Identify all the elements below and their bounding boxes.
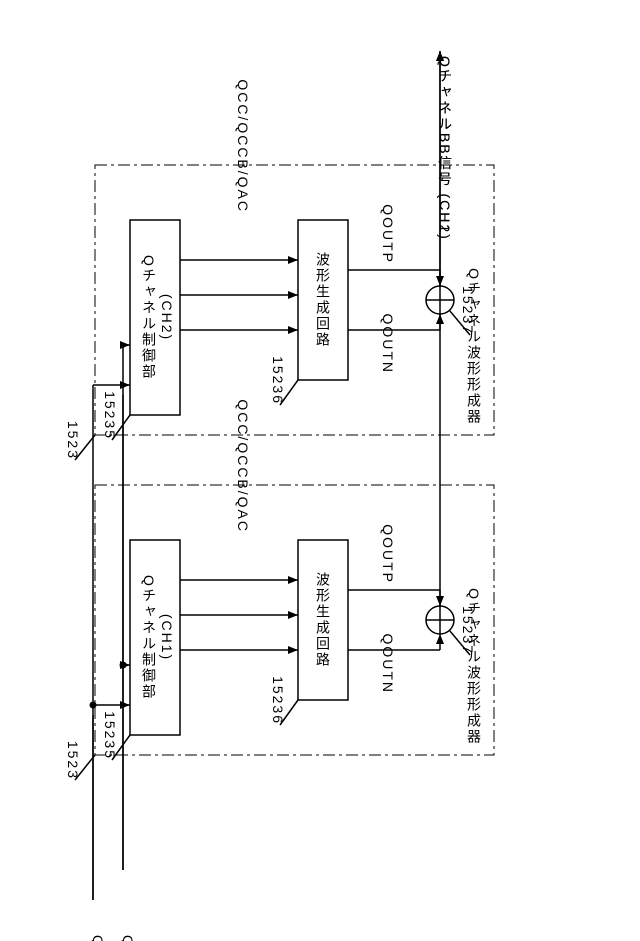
wave-label-ch1: 波形生成回路: [315, 572, 331, 668]
outp-label-ch2: QOUTP: [380, 204, 396, 264]
wave-ref-ch1: 15236: [270, 676, 286, 725]
ctrl-sub-ch2: (CH2): [159, 294, 175, 341]
adder-ref-ch1: 15237: [460, 606, 476, 655]
ctrl-label-ch2: Qチャネル制御部: [141, 255, 157, 380]
ctrl-ref-ch1: 15235: [102, 711, 118, 760]
outn-label-ch2: QOUTN: [380, 313, 396, 374]
input-ch2-label: Qチャネル (CH2): [120, 935, 136, 941]
output-label-ch2: QチャネルBB信号 (CH2): [437, 56, 453, 241]
wave-label-ch2: 波形生成回路: [315, 252, 331, 348]
ctrl-sub-ch1: (CH1): [159, 614, 175, 661]
outn-label-ch1: QOUTN: [380, 633, 396, 694]
input-ch1-label: Qチャネル (CH1): [90, 935, 106, 941]
group-ref-ch1: 1523: [65, 741, 81, 780]
ctrl-label-ch1: Qチャネル制御部: [141, 575, 157, 700]
adder-ref-ch2: 15237: [460, 286, 476, 335]
group-ref-ch2: 1523: [65, 421, 81, 460]
bus-label-ch2: QCC/QCCB/QAC: [235, 79, 251, 213]
bus-label-ch1: QCC/QCCB/QAC: [235, 399, 251, 533]
ctrl-ref-ch2: 15235: [102, 391, 118, 440]
outp-label-ch1: QOUTP: [380, 524, 396, 584]
wave-ref-ch2: 15236: [270, 356, 286, 405]
